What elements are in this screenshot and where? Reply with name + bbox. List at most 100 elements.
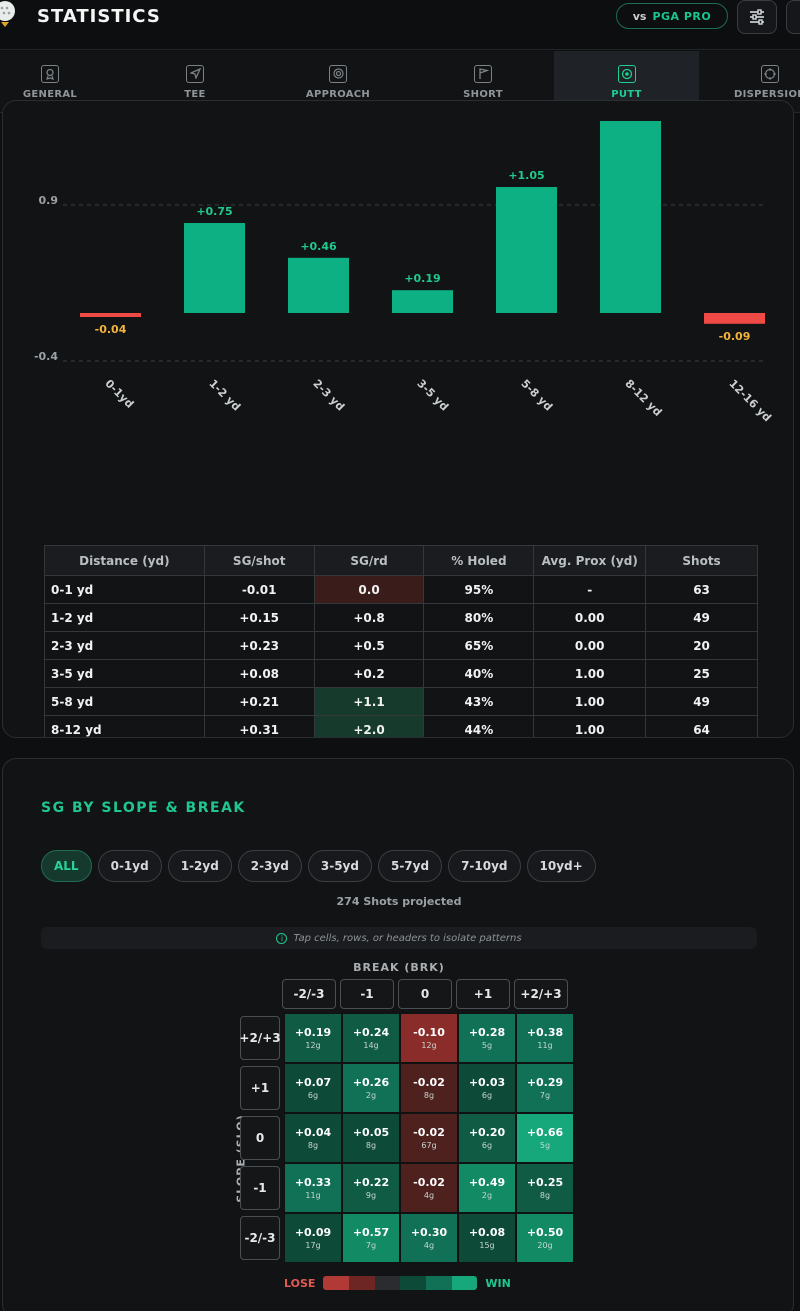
avg-prox-cell: 1.00 <box>533 687 647 716</box>
slope-row-header[interactable]: +1 <box>240 1066 280 1110</box>
x-tick-label: 3-5 yd <box>414 377 451 414</box>
tab-short[interactable]: SHORT <box>433 51 533 113</box>
bar <box>392 290 453 313</box>
heatmap-cell[interactable]: +0.22 9g <box>342 1163 400 1213</box>
filter-chip[interactable]: ALL <box>41 850 92 882</box>
break-column-header[interactable]: +1 <box>456 979 510 1009</box>
x-tick-label: 1-2 yd <box>206 377 243 414</box>
tab-dispersion[interactable]: DISPERSION <box>720 51 800 113</box>
heatmap-cell[interactable]: -0.02 8g <box>400 1063 458 1113</box>
heatmap-cell[interactable]: +0.33 11g <box>284 1163 342 1213</box>
heatmap-cell[interactable]: -0.02 67g <box>400 1113 458 1163</box>
cell-sg-value: +0.03 <box>468 1076 506 1089</box>
table-row[interactable]: 5-8 yd +0.21 +1.1 43% 1.00 49 <box>44 687 758 716</box>
heatmap-cell[interactable]: +0.09 17g <box>284 1213 342 1263</box>
heatmap-cell[interactable]: +0.49 2g <box>458 1163 516 1213</box>
x-tick-label: 12-16 yd <box>726 377 773 424</box>
slope-row-header[interactable]: -2/-3 <box>240 1216 280 1260</box>
heatmap-cell[interactable]: +0.57 7g <box>342 1213 400 1263</box>
distance-cell: 3-5 yd <box>44 659 205 688</box>
heatmap-cell[interactable]: +0.08 15g <box>458 1213 516 1263</box>
col-header-sg-shot[interactable]: SG/shot <box>203 545 315 576</box>
holed-cell: 95% <box>423 575 535 604</box>
tab-short-label: SHORT <box>463 88 503 100</box>
filter-chip[interactable]: 1-2yd <box>167 850 232 882</box>
break-column-header[interactable]: -2/-3 <box>282 979 336 1009</box>
heatmap-cell[interactable]: +0.38 11g <box>516 1013 574 1063</box>
shots-cell: 64 <box>645 715 758 737</box>
legend-swatch <box>426 1276 452 1290</box>
filter-chip[interactable]: 10yd+ <box>526 850 596 882</box>
slope-row-header[interactable]: +2/+3 <box>239 1016 281 1060</box>
avg-prox-cell: 1.00 <box>533 715 647 737</box>
break-column-header[interactable]: 0 <box>398 979 452 1009</box>
col-header-avg-prox[interactable]: Avg. Prox (yd) <box>533 545 647 576</box>
table-header-row: Distance (yd) SG/shot SG/rd % Holed Avg.… <box>44 545 758 576</box>
heatmap-cell[interactable]: -0.02 4g <box>400 1163 458 1213</box>
cell-sg-value: +0.24 <box>352 1026 390 1039</box>
sg-distance-table: Distance (yd) SG/shot SG/rd % Holed Avg.… <box>44 545 758 737</box>
filter-settings-button[interactable] <box>737 0 777 34</box>
slope-row-header[interactable]: -1 <box>240 1166 280 1210</box>
heatmap-cell[interactable]: +0.30 4g <box>400 1213 458 1263</box>
sg-rd-cell: +0.5 <box>313 631 425 660</box>
heatmap-cell[interactable]: +0.04 8g <box>284 1113 342 1163</box>
holed-cell: 40% <box>423 659 535 688</box>
cell-sg-value: +0.30 <box>410 1226 448 1239</box>
heatmap-cell[interactable]: +0.29 7g <box>516 1063 574 1113</box>
table-row[interactable]: 3-5 yd +0.08 +0.2 40% 1.00 25 <box>44 659 758 688</box>
distance-cell: 1-2 yd <box>44 603 205 632</box>
legend-swatch <box>451 1276 478 1290</box>
col-header-sg-rd[interactable]: SG/rd <box>313 545 425 576</box>
filter-chip[interactable]: 3-5yd <box>307 850 372 882</box>
col-header-distance[interactable]: Distance (yd) <box>44 545 205 576</box>
heatmap-cell[interactable]: +0.07 6g <box>284 1063 342 1113</box>
table-row[interactable]: 2-3 yd +0.23 +0.5 65% 0.00 20 <box>44 631 758 660</box>
heatmap-cell[interactable]: +0.28 5g <box>458 1013 516 1063</box>
heatmap-cell[interactable]: +0.66 5g <box>516 1113 574 1163</box>
heatmap-cell[interactable]: +0.03 6g <box>458 1063 516 1113</box>
heatmap-cell[interactable]: +0.24 14g <box>342 1013 400 1063</box>
heatmap-cell[interactable]: -0.10 12g <box>400 1013 458 1063</box>
legend-swatch <box>400 1276 427 1290</box>
legend-swatch <box>349 1276 375 1290</box>
cell-sg-value: +0.09 <box>294 1226 332 1239</box>
cell-count: 6g <box>307 1091 319 1100</box>
col-header-shots[interactable]: Shots <box>645 545 758 576</box>
filter-chip[interactable]: 5-7yd <box>377 850 443 882</box>
filter-chip[interactable]: 7-10yd <box>448 850 521 882</box>
cell-sg-value: +0.19 <box>294 1026 332 1039</box>
cell-count: 5g <box>481 1041 493 1050</box>
heatmap-cell[interactable]: +0.26 2g <box>342 1063 400 1113</box>
col-header-holed[interactable]: % Holed <box>423 545 535 576</box>
shots-projected-text: 274 Shots projected <box>336 895 462 908</box>
distance-cell: 2-3 yd <box>44 631 205 660</box>
cell-sg-value: +0.08 <box>468 1226 506 1239</box>
break-column-header[interactable]: +2/+3 <box>514 979 568 1009</box>
filter-chip[interactable]: 0-1yd <box>97 850 162 882</box>
heatmap-cell[interactable]: +0.05 8g <box>342 1113 400 1163</box>
heatmap-cell[interactable]: +0.50 20g <box>516 1213 574 1263</box>
cell-count: 4g <box>423 1191 435 1200</box>
medal-icon <box>41 64 59 83</box>
tab-approach[interactable]: APPROACH <box>288 51 388 113</box>
table-row[interactable]: 1-2 yd +0.15 +0.8 80% 0.00 49 <box>44 603 758 632</box>
avg-prox-cell: 0.00 <box>533 603 647 632</box>
filter-chip[interactable]: 2-3yd <box>237 850 302 882</box>
break-column-header[interactable]: -1 <box>340 979 394 1009</box>
tab-general[interactable]: GENERAL <box>0 51 100 113</box>
cell-sg-value: +0.57 <box>352 1226 390 1239</box>
slope-row-header[interactable]: 0 <box>240 1116 280 1160</box>
table-row[interactable]: 0-1 yd -0.01 0.0 95% -63 <box>44 575 758 604</box>
heatmap-cell[interactable]: +0.25 8g <box>516 1163 574 1213</box>
cell-sg-value: +0.22 <box>352 1176 390 1189</box>
heatmap-cell[interactable]: +0.19 12g <box>284 1013 342 1063</box>
table-row[interactable]: 8-12 yd +0.31 +2.0 44% 1.00 64 <box>44 715 758 737</box>
compare-pro-button[interactable]: vs PGA PRO <box>616 3 728 29</box>
tab-tee[interactable]: TEE <box>145 51 245 113</box>
more-button[interactable] <box>786 0 800 34</box>
shots-cell: 63 <box>645 575 758 604</box>
heatmap-cell[interactable]: +0.20 6g <box>458 1113 516 1163</box>
slope-break-panel: SG BY SLOPE & BREAK ALL 0-1yd 1-2yd 2-3yd 3-… <box>2 758 794 1311</box>
